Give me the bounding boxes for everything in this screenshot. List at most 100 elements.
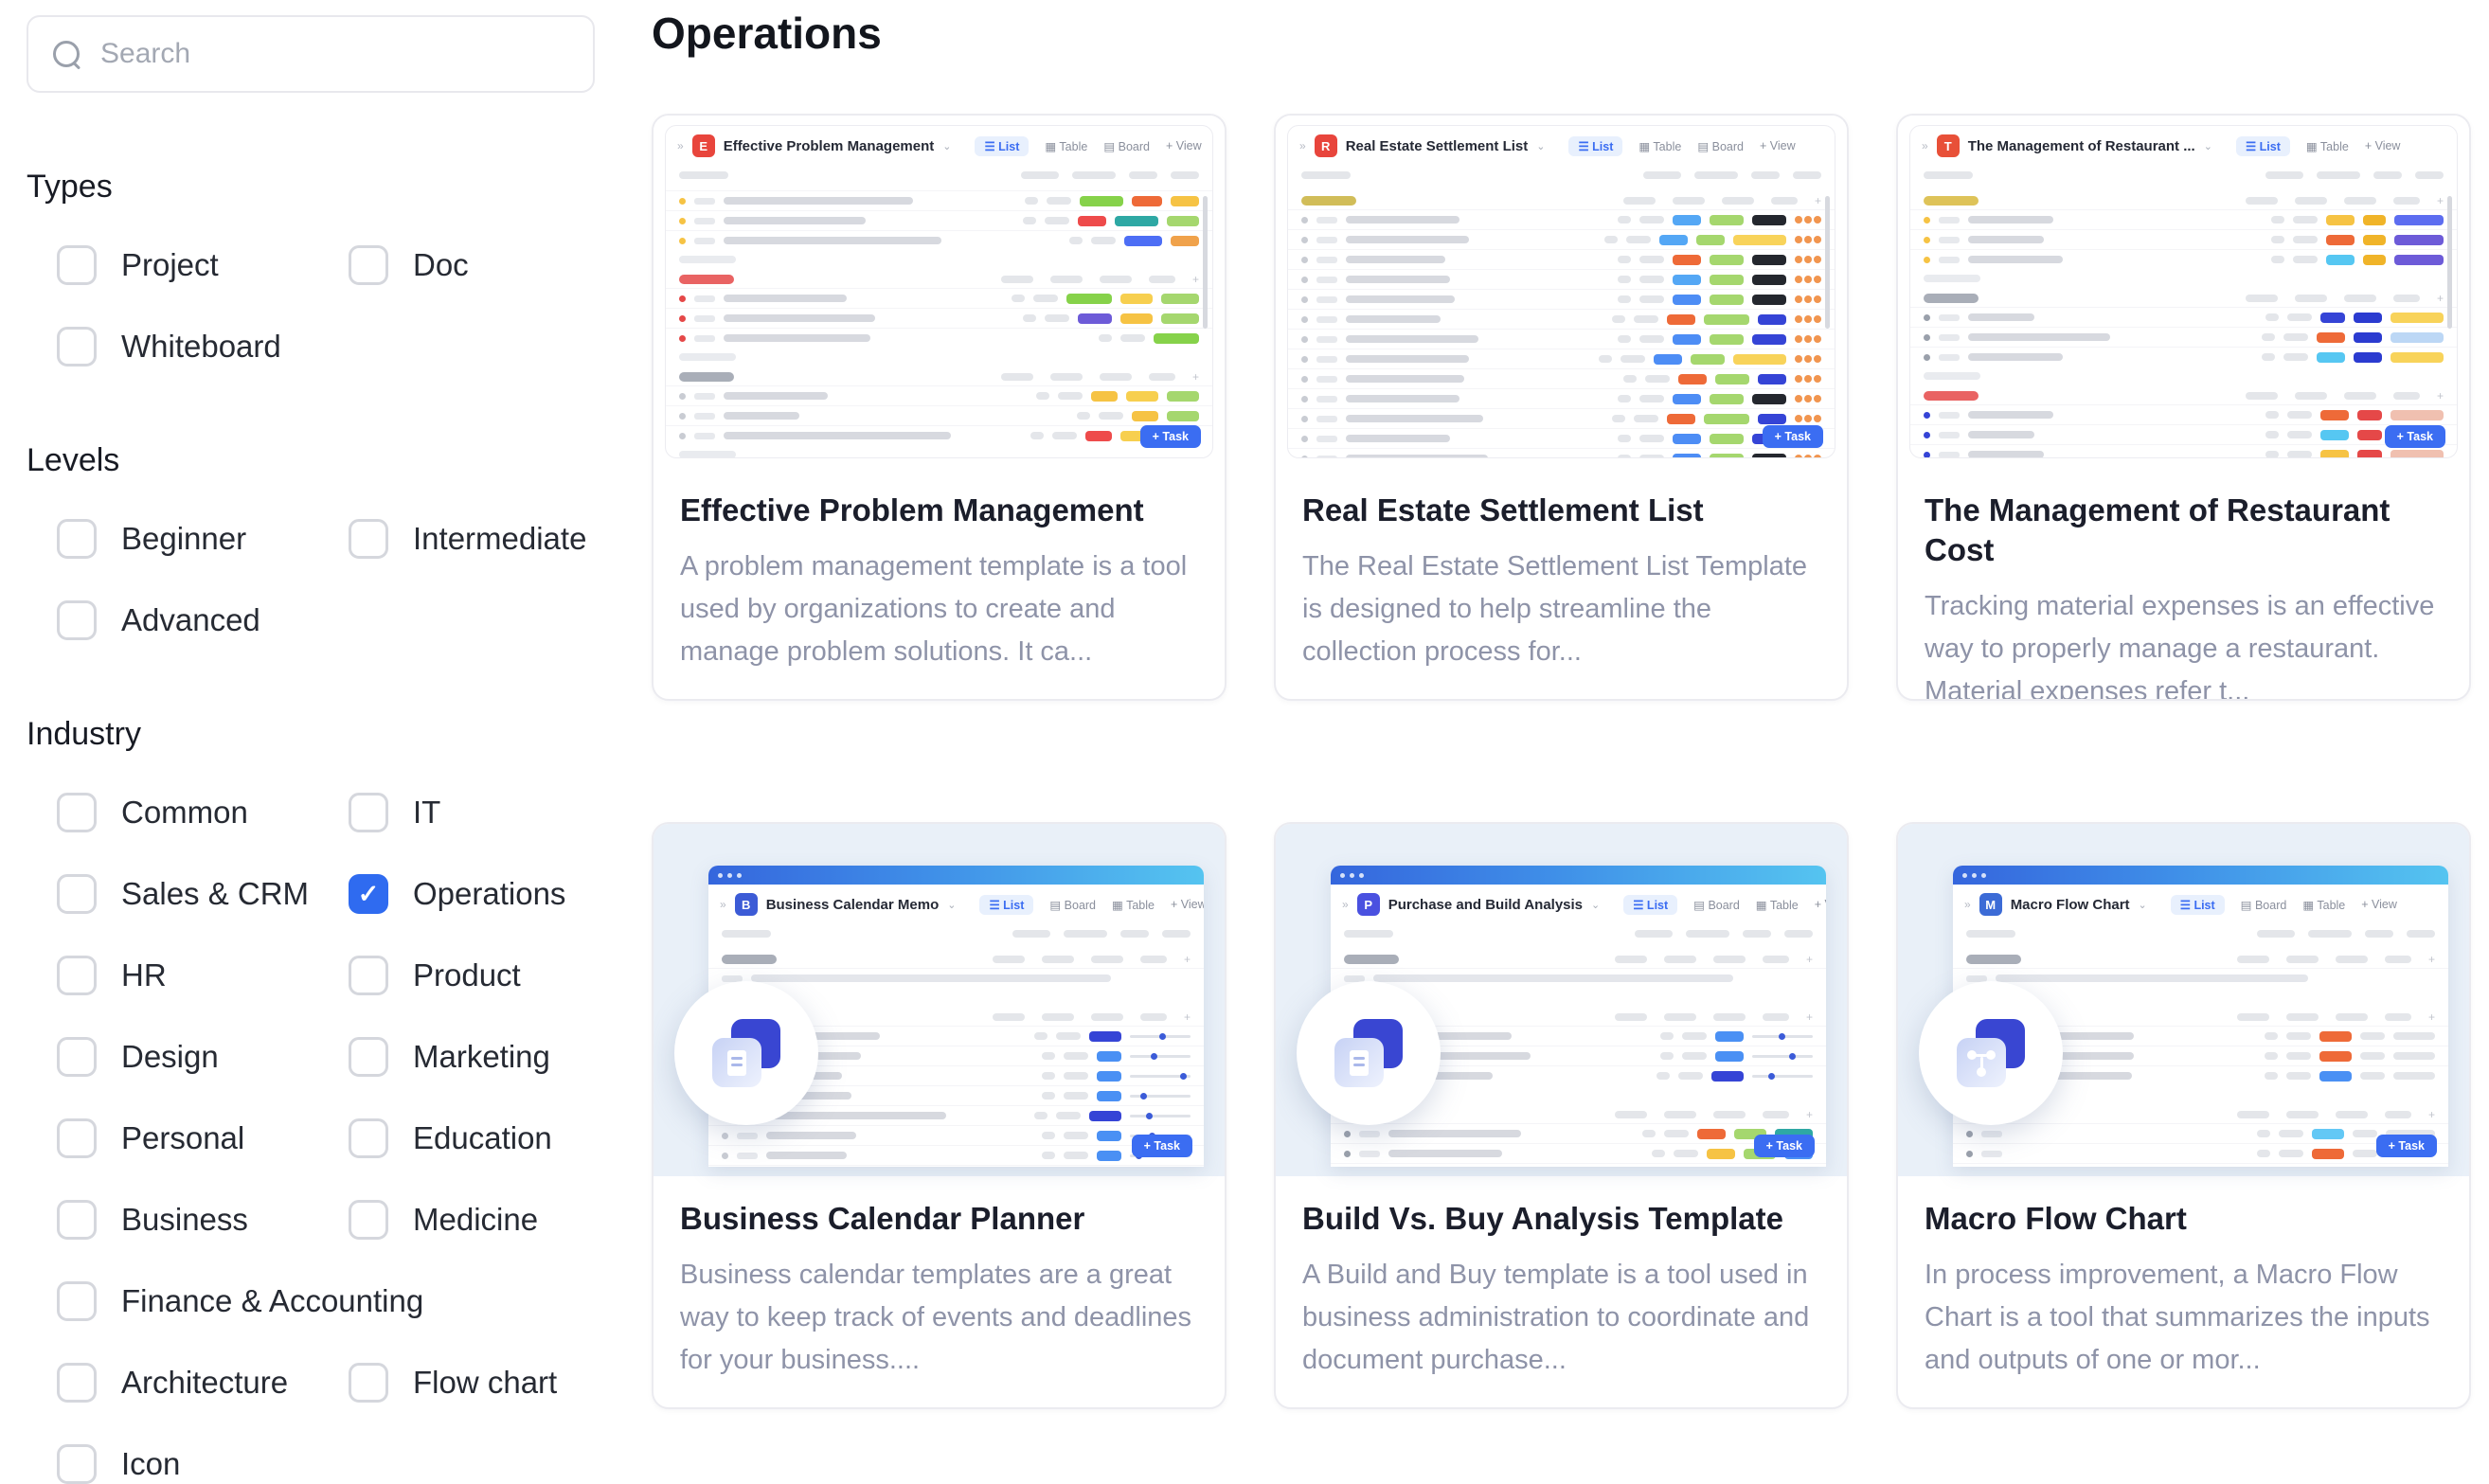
checkbox[interactable] xyxy=(57,519,97,559)
checkbox[interactable] xyxy=(57,1200,97,1240)
checkbox[interactable] xyxy=(349,519,388,559)
checkbox[interactable] xyxy=(349,1363,388,1403)
checkbox[interactable] xyxy=(57,1037,97,1077)
cell-bar xyxy=(1042,1092,1055,1100)
status-pill xyxy=(1085,430,1112,441)
filter-checkbox-business[interactable]: Business xyxy=(57,1200,349,1240)
checkbox-label: HR xyxy=(121,957,167,992)
search-input[interactable] xyxy=(98,37,568,71)
column-header-bar xyxy=(1712,1013,1746,1021)
checkbox[interactable] xyxy=(57,245,97,285)
task-name-bar xyxy=(766,1132,856,1139)
task-row xyxy=(1288,289,1835,309)
status-pill xyxy=(2357,409,2382,420)
template-card-real-estate-settlement-list[interactable]: » R Real Estate Settlement List ⌄ ☰ List ▦ Ta… xyxy=(1274,114,1849,701)
search-box[interactable] xyxy=(27,15,595,93)
mini-window-header: » T The Management of Restaurant ... ⌄ ☰ Lis… xyxy=(1910,126,2457,163)
filter-checkbox-flow-chart[interactable]: Flow chart xyxy=(349,1363,595,1403)
status-pill xyxy=(2354,312,2382,323)
filter-checkbox-intermediate[interactable]: Intermediate xyxy=(349,519,595,559)
checkbox[interactable] xyxy=(57,874,97,914)
filter-checkbox-finance-accounting[interactable]: Finance & Accounting xyxy=(57,1281,595,1321)
priority-dot xyxy=(1301,256,1308,263)
card-description: A Build and Buy template is a tool used … xyxy=(1302,1260,1810,1375)
mini-toolbar-actions xyxy=(2257,930,2435,938)
filter-checkbox-sales-crm[interactable]: Sales & CRM xyxy=(57,874,349,914)
column-header-bar xyxy=(2384,956,2411,963)
cell-bar xyxy=(1099,334,1112,342)
cell-bar xyxy=(1678,1072,1703,1080)
template-card-macro-flow-chart[interactable]: » M Macro Flow Chart ⌄ ☰ List ▤ Board ▦ Table +… xyxy=(1896,822,2471,1409)
template-card-business-calendar-planner[interactable]: » B Business Calendar Memo ⌄ ☰ List ▤ Board ▦ … xyxy=(652,822,1227,1409)
status-pill xyxy=(1167,215,1199,226)
filter-checkbox-doc[interactable]: Doc xyxy=(349,245,595,285)
priority-dot xyxy=(1301,355,1308,363)
priority-dot xyxy=(679,334,686,342)
cell-bar xyxy=(1025,197,1038,205)
filter-checkbox-design[interactable]: Design xyxy=(57,1037,349,1077)
checkbox[interactable] xyxy=(57,1281,97,1321)
cell-bar xyxy=(1618,335,1631,343)
priority-dot xyxy=(1301,335,1308,343)
filter-checkbox-it[interactable]: IT xyxy=(349,793,595,832)
window-dot xyxy=(1962,872,1967,878)
plus-icon: + xyxy=(1191,273,1199,286)
checkbox[interactable] xyxy=(349,245,388,285)
status-pill xyxy=(1097,1090,1121,1101)
filter-checkbox-product[interactable]: Product xyxy=(349,956,595,995)
filter-checkbox-education[interactable]: Education xyxy=(349,1118,595,1158)
cell-bar xyxy=(1652,1150,1665,1157)
card-text: Real Estate Settlement List The Real Esta… xyxy=(1276,468,1847,673)
mini-window-title: Effective Problem Management xyxy=(723,137,935,154)
add-task-button: + Task xyxy=(1131,1135,1192,1157)
thumbnail-mini-window: » T The Management of Restaurant ... ⌄ ☰ Lis… xyxy=(1909,125,2458,458)
task-row xyxy=(1910,327,2457,347)
currency-icons xyxy=(1795,295,1821,303)
checkbox[interactable] xyxy=(57,600,97,640)
cell-bar xyxy=(1618,455,1631,457)
checkbox[interactable] xyxy=(57,1363,97,1403)
mini-toolbar-actions xyxy=(2265,171,2444,179)
filter-checkbox-beginner[interactable]: Beginner xyxy=(57,519,349,559)
checkbox[interactable] xyxy=(349,793,388,832)
filter-checkbox-icon[interactable]: Icon xyxy=(57,1444,349,1484)
toolbar-item-bar xyxy=(1072,171,1116,179)
checkbox[interactable] xyxy=(57,327,97,367)
status-pill xyxy=(1078,215,1106,226)
mini-toolbar xyxy=(708,921,1204,949)
checkbox[interactable] xyxy=(349,1118,388,1158)
filter-checkbox-marketing[interactable]: Marketing xyxy=(349,1037,595,1077)
filter-checkbox-architecture[interactable]: Architecture xyxy=(57,1363,349,1403)
task-row xyxy=(1288,368,1835,388)
checkbox-checked[interactable]: ✓ xyxy=(349,874,388,914)
filter-checkbox-common[interactable]: Common xyxy=(57,793,349,832)
checkbox[interactable] xyxy=(57,1444,97,1484)
card-title: The Management of Restaurant Cost xyxy=(1925,492,2391,567)
mini-app-icon: E xyxy=(691,134,715,157)
checkbox[interactable] xyxy=(57,956,97,995)
filter-checkbox-whiteboard[interactable]: Whiteboard xyxy=(57,327,349,367)
task-row xyxy=(708,1145,1204,1165)
task-name-bar xyxy=(1968,236,2044,243)
filter-checkbox-operations[interactable]: ✓ Operations xyxy=(349,874,595,914)
status-pill xyxy=(1673,393,1701,404)
toolbar-item-bar xyxy=(1643,171,1681,179)
checkbox[interactable] xyxy=(57,1118,97,1158)
task-row xyxy=(666,308,1212,328)
checkbox[interactable] xyxy=(349,956,388,995)
task-name-bar xyxy=(1388,1032,1512,1040)
filter-checkbox-personal[interactable]: Personal xyxy=(57,1118,349,1158)
filter-checkbox-medicine[interactable]: Medicine xyxy=(349,1200,595,1240)
checkbox[interactable] xyxy=(349,1200,388,1240)
template-card-effective-problem-management[interactable]: » E Effective Problem Management ⌄ ☰ List ▦ T… xyxy=(652,114,1227,701)
template-card-the-management-of-restaurant-cost[interactable]: » T The Management of Restaurant ... ⌄ ☰ Lis… xyxy=(1896,114,2471,701)
template-card-build-vs-buy-analysis-template[interactable]: » P Purchase and Build Analysis ⌄ ☰ List ▤ Bo… xyxy=(1274,822,1849,1409)
checkbox[interactable] xyxy=(57,793,97,832)
mini-toolbar xyxy=(1953,921,2448,949)
toolbar-item-bar xyxy=(2265,171,2303,179)
filter-checkbox-hr[interactable]: HR xyxy=(57,956,349,995)
filter-checkbox-advanced[interactable]: Advanced xyxy=(57,600,349,640)
filter-section-title: Types xyxy=(27,169,113,205)
filter-checkbox-project[interactable]: Project xyxy=(57,245,349,285)
checkbox[interactable] xyxy=(349,1037,388,1077)
